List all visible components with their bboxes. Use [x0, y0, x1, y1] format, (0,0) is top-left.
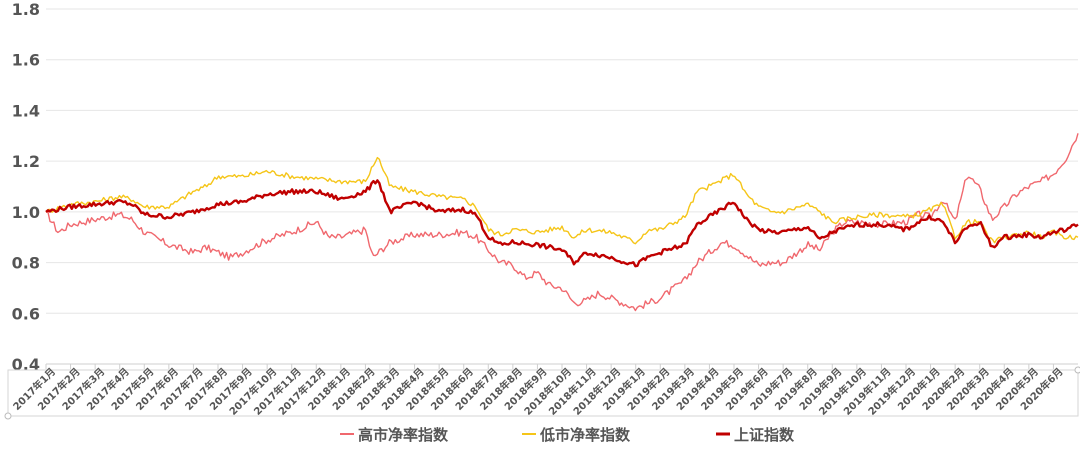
slider-frame[interactable]	[7, 369, 1079, 417]
y-tick-label: 1.0	[12, 203, 40, 222]
slider-handle-right[interactable]	[1074, 366, 1080, 374]
y-tick-label: 0.6	[12, 304, 40, 323]
y-tick-label: 1.4	[12, 101, 40, 120]
y-axis: 0.4 0.6 0.8 1.0 1.2 1.4 1.6 1.8	[12, 0, 40, 374]
gridlines	[46, 8, 1078, 314]
legend-label-1: 低市净率指数	[539, 426, 631, 444]
series-line-2	[45, 179, 1079, 268]
series-line-0	[45, 133, 1079, 312]
legend-label-0: 高市净率指数	[358, 426, 449, 444]
y-tick-label: 1.8	[12, 0, 40, 19]
x-tick-labels: 2017年1月2017年2月2017年3月2017年4月2017年5月2017年…	[10, 364, 1066, 418]
y-tick-label: 1.6	[12, 51, 40, 70]
y-tick-label: 0.4	[12, 355, 40, 374]
legend-label-2: 上证指数	[734, 426, 795, 444]
legend: 高市净率指数 低市净率指数 上证指数	[340, 426, 795, 444]
series-lines	[45, 133, 1079, 312]
series-line-1	[45, 156, 1079, 245]
y-tick-label: 1.2	[12, 152, 40, 171]
slider-handle-left[interactable]	[4, 412, 12, 420]
y-tick-label: 0.8	[12, 254, 40, 273]
